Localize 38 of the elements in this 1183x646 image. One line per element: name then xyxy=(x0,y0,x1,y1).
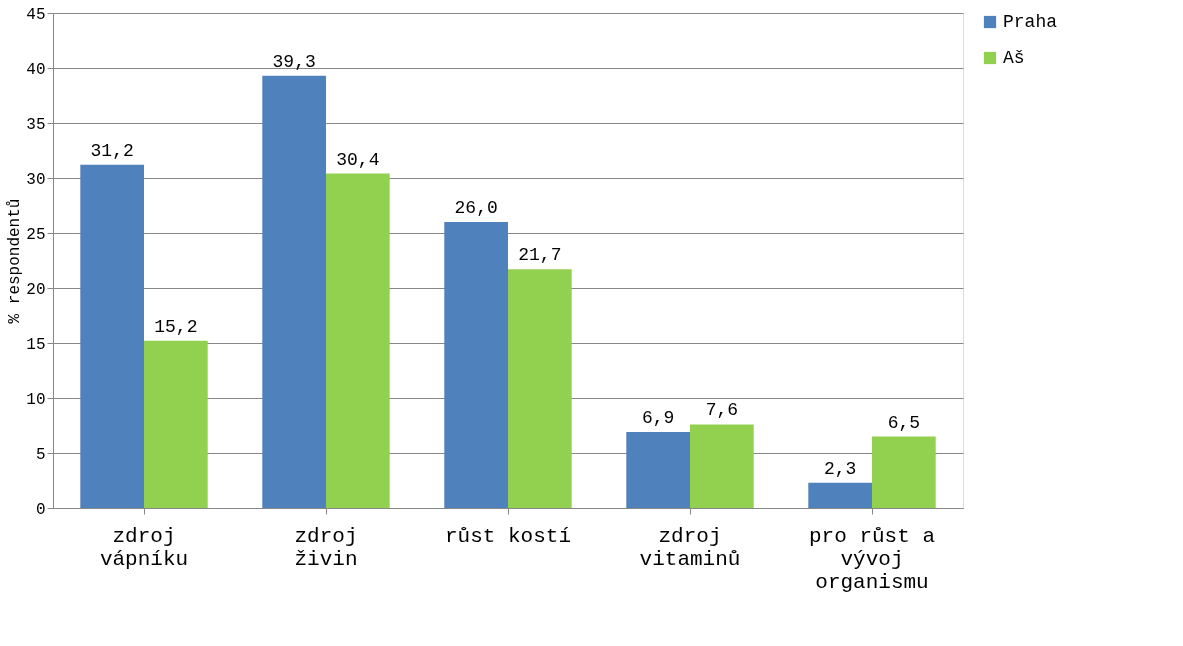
legend-label: Praha xyxy=(1003,12,1058,32)
x-tick-label: zdroj vitaminů xyxy=(639,524,741,571)
x-tick-label: pro růst a vývoj organismu xyxy=(808,524,936,594)
y-tick-label: 10 xyxy=(26,390,46,409)
y-tick-label: 15 xyxy=(26,335,46,354)
y-tick-label: 30 xyxy=(26,170,46,189)
bar xyxy=(80,164,144,508)
bar xyxy=(444,222,508,508)
bar xyxy=(262,75,326,508)
x-tick-label: růst kostí xyxy=(444,524,572,548)
bar xyxy=(508,269,572,508)
data-label: 26,0 xyxy=(454,198,498,218)
bar xyxy=(872,436,936,508)
data-label: 2,3 xyxy=(823,458,857,479)
legend-label: Aš xyxy=(1003,48,1025,68)
y-tick-label: 40 xyxy=(26,60,46,79)
data-label: 39,3 xyxy=(272,51,316,72)
bar xyxy=(808,482,872,508)
bar xyxy=(626,432,690,508)
x-tick-label: zdroj živin xyxy=(294,524,358,571)
data-label: 21,7 xyxy=(518,245,562,266)
data-label: 30,4 xyxy=(336,149,380,170)
y-tick-label: 25 xyxy=(26,225,46,244)
bar xyxy=(144,340,208,508)
y-tick-label: 0 xyxy=(35,500,46,519)
data-label: 15,2 xyxy=(154,316,198,337)
y-tick-label: 5 xyxy=(35,445,46,464)
data-label: 6,9 xyxy=(641,408,675,429)
y-tick-label: 45 xyxy=(26,5,46,24)
x-tick-label: zdroj vápníku xyxy=(99,524,189,571)
data-label: 7,6 xyxy=(705,400,739,421)
bar xyxy=(326,173,390,508)
y-tick-label: 20 xyxy=(26,280,46,299)
data-label: 6,5 xyxy=(887,412,921,433)
y-tick-label: 35 xyxy=(26,115,46,134)
data-label: 31,2 xyxy=(90,140,134,161)
bar xyxy=(690,424,754,508)
y-axis-title: % respondentů xyxy=(6,198,25,324)
